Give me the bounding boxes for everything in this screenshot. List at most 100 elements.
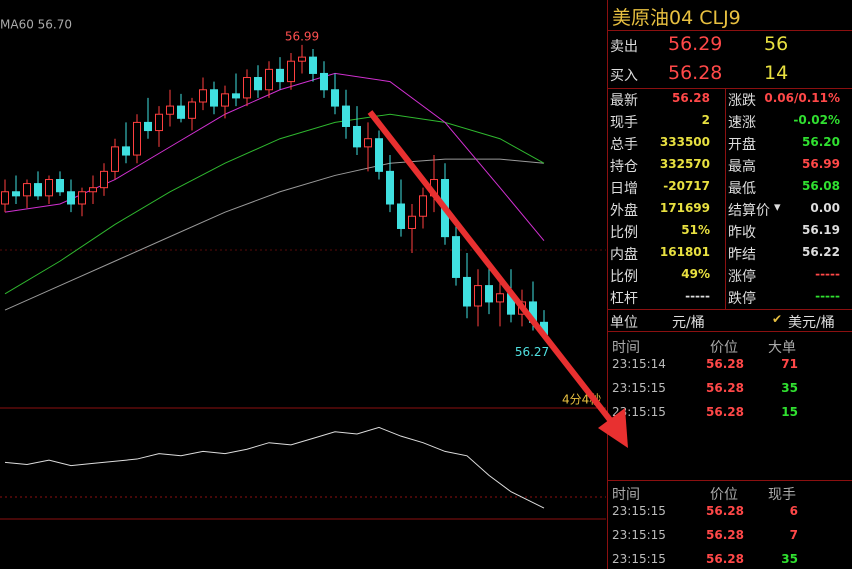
value: -20717	[663, 179, 710, 193]
candle-body	[78, 191, 86, 205]
value: 161801	[659, 245, 710, 259]
time: 23:15:14	[612, 357, 666, 371]
label: 最高	[728, 159, 756, 175]
price: 56.28	[668, 62, 723, 84]
divider	[608, 30, 852, 31]
candle-body	[309, 56, 317, 74]
time: 23:15:15	[612, 528, 666, 542]
column-header: 时间	[612, 487, 640, 503]
volume: 6	[789, 504, 798, 518]
value: 56.22	[802, 245, 840, 259]
value: 0.00	[810, 201, 840, 215]
label: 速涨	[728, 115, 756, 131]
column-header: 时间	[612, 340, 640, 356]
candle-body	[133, 121, 141, 156]
candle-body	[287, 60, 295, 83]
unit-option: 美元/桶	[788, 315, 835, 331]
candle-body	[452, 236, 460, 278]
candle-body	[397, 203, 405, 229]
candle-body	[408, 215, 416, 229]
divider	[608, 309, 852, 310]
candle-body	[386, 170, 394, 205]
value: -0.02%	[793, 113, 840, 127]
value: -----	[815, 267, 840, 281]
candle-body	[441, 179, 449, 238]
label: 卖出	[610, 39, 638, 55]
candle-body	[89, 187, 97, 193]
label: 总手	[610, 137, 638, 153]
label: 持仓	[610, 159, 638, 175]
candle-body	[375, 138, 383, 172]
low-label: 56.27	[515, 345, 549, 359]
value: 49%	[681, 267, 710, 281]
candle-body	[507, 293, 515, 315]
value: 332570	[659, 157, 710, 171]
label: 比例	[610, 269, 638, 285]
candle-body	[320, 72, 328, 91]
divider	[725, 88, 726, 309]
candle-body	[331, 89, 339, 107]
volume: 7	[789, 528, 798, 542]
candle-body	[122, 146, 130, 156]
volume: 35	[781, 381, 798, 395]
dropdown-icon[interactable]: ▾	[774, 200, 781, 215]
candle-body	[342, 105, 350, 127]
time: 23:15:15	[612, 552, 666, 566]
time: 23:15:15	[612, 504, 666, 518]
candle-body	[529, 301, 537, 323]
timer: 4分4秒	[562, 393, 601, 407]
candle-body	[298, 56, 306, 62]
ma-line	[4, 72, 545, 242]
divider	[608, 480, 852, 481]
value: 2	[701, 113, 710, 127]
qty: 56	[764, 33, 789, 55]
value: 0.06/0.11%	[764, 91, 840, 105]
candle-body	[199, 89, 207, 103]
label: 昨结	[728, 247, 756, 263]
label: 比例	[610, 225, 638, 241]
candle-body	[166, 105, 174, 115]
value: 56.99	[802, 157, 840, 171]
candle-body	[496, 293, 504, 303]
candle-body	[463, 276, 471, 307]
label: 内盘	[610, 247, 638, 263]
candle-body	[353, 125, 361, 148]
candle-body	[45, 179, 53, 197]
value: -----	[685, 289, 710, 303]
label: 现手	[610, 115, 638, 131]
qty: 14	[764, 62, 789, 84]
value: -----	[815, 289, 840, 303]
column-header: 价位	[710, 487, 738, 503]
candle-body	[430, 179, 438, 197]
check-icon: ✔	[772, 312, 783, 326]
title: 美原油04 CLJ9	[612, 7, 741, 29]
divider	[608, 88, 852, 89]
candle-body	[474, 285, 482, 307]
candle-body	[518, 301, 526, 315]
candle-body	[210, 89, 218, 107]
volume: 35	[781, 552, 798, 566]
label: 买入	[610, 68, 638, 84]
candle-body	[12, 191, 20, 197]
price: 56.28	[706, 504, 744, 518]
candle-body	[100, 170, 108, 189]
label: 杠杆	[610, 291, 638, 307]
label: 日增	[610, 181, 638, 197]
value: 56.08	[802, 179, 840, 193]
candle-body	[221, 93, 229, 107]
candle-body	[540, 321, 548, 336]
label: 跌停	[728, 291, 756, 307]
candle-body	[67, 191, 75, 205]
value: 333500	[659, 135, 710, 149]
value: 56.19	[802, 223, 840, 237]
candle-body	[23, 183, 31, 197]
indicator-line	[4, 426, 545, 509]
label: 结算价	[728, 203, 770, 219]
label: 最低	[728, 181, 756, 197]
label: 涨跌	[728, 93, 756, 109]
column-header: 现手	[768, 487, 796, 503]
candle-body	[56, 179, 64, 193]
candle-body	[364, 138, 372, 148]
candle-body	[177, 105, 185, 119]
